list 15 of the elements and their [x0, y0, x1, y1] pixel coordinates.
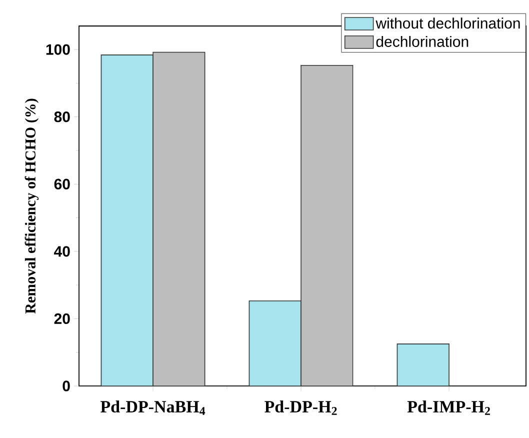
legend-label: dechlorination — [376, 36, 468, 47]
x-tick-label: Pd-IMP-H$_{2}$ — [407, 400, 490, 415]
y-tick-label: 40 — [54, 246, 70, 257]
y-axis-title: Removal efficiency of HCHO (%) — [24, 98, 39, 314]
x-tick-label: Pd-DP-NaBH$_{4}$ — [100, 400, 206, 415]
bar — [300, 64, 354, 386]
y-tick-label: 100 — [46, 44, 70, 55]
bar — [152, 52, 206, 386]
y-tick-label: 20 — [54, 313, 70, 324]
x-tick-label: Pd-DP-H$_{2}$ — [264, 400, 337, 415]
y-tick-label: 60 — [54, 178, 70, 190]
y-tick-label: 0 — [62, 380, 70, 392]
bar — [396, 344, 450, 386]
y-tick-label: 80 — [54, 112, 70, 122]
legend-label: without dechlorination — [376, 18, 520, 29]
